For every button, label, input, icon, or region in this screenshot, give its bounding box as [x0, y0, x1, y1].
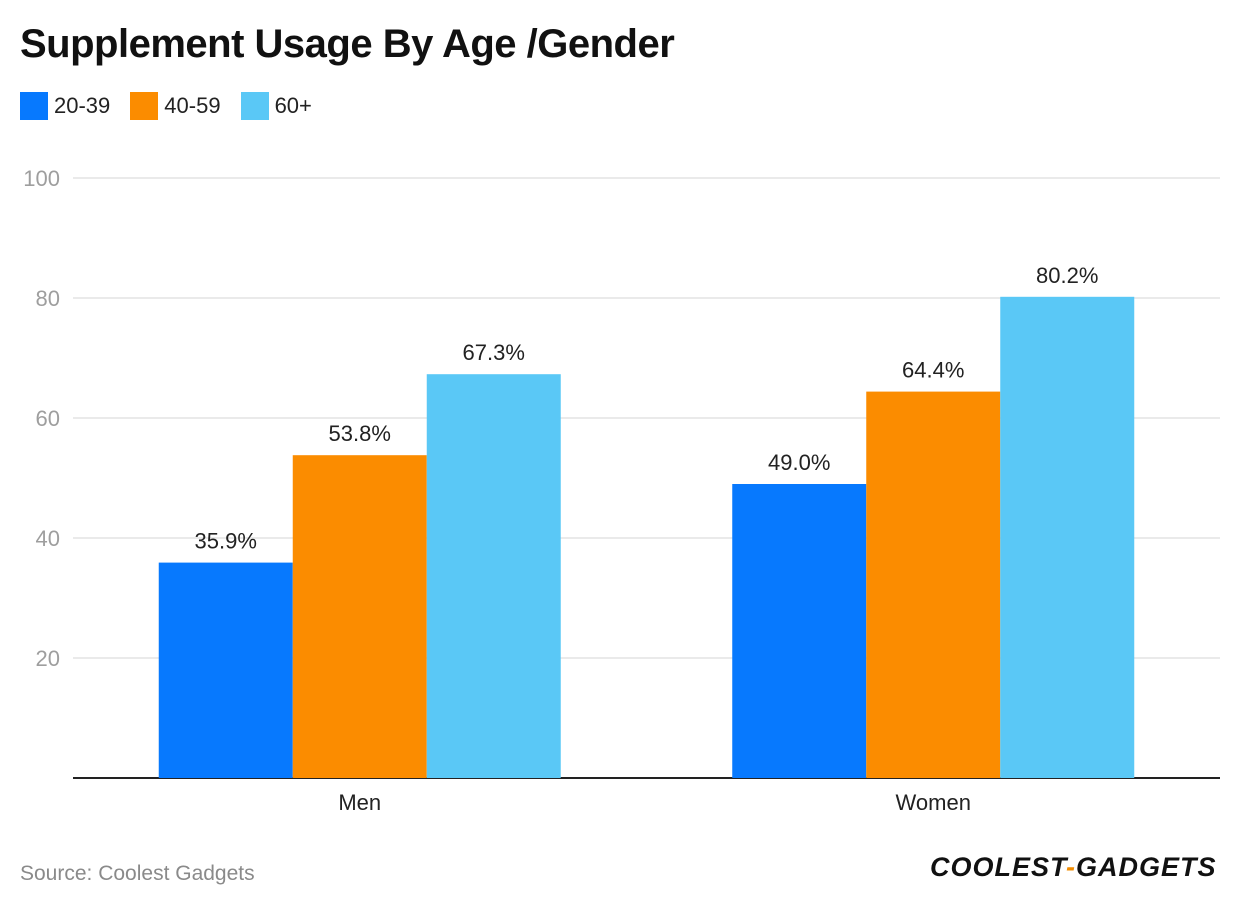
- bar-men-2: [426, 374, 561, 778]
- brand-logo: COOLEST-GADGETS: [930, 852, 1217, 883]
- brand-dash: -: [1066, 852, 1077, 882]
- legend-item-40-59: 40-59: [130, 92, 221, 120]
- y-tick-label: 20: [36, 646, 60, 671]
- bar-men-1: [292, 455, 427, 778]
- legend-item-60-plus: 60+: [240, 92, 312, 120]
- legend-label-20-39: 20-39: [54, 93, 111, 118]
- data-label: 53.8%: [329, 421, 391, 446]
- legend-swatch-40-59: [130, 92, 159, 120]
- data-label: 80.2%: [1036, 263, 1098, 288]
- y-tick-label: 40: [36, 526, 60, 551]
- data-label: 64.4%: [902, 358, 964, 383]
- x-tick-label: Women: [896, 790, 971, 815]
- x-tick-label: Men: [338, 790, 381, 815]
- y-tick-label: 60: [36, 406, 60, 431]
- brand-left: COOLEST: [930, 852, 1067, 882]
- legend-item-20-39: 20-39: [20, 92, 110, 120]
- legend-swatch-20-39: [20, 92, 48, 120]
- data-label: 49.0%: [768, 450, 830, 475]
- bar-women-0: [732, 484, 867, 778]
- chart-title: Supplement Usage By Age /Gender: [20, 22, 675, 66]
- bar-men-0: [158, 562, 293, 778]
- bar-women-2: [1000, 296, 1135, 778]
- data-label: 35.9%: [195, 529, 257, 554]
- y-tick-label: 100: [23, 166, 60, 191]
- legend: 20-39 40-59 60+: [20, 92, 332, 120]
- legend-label-60-plus: 60+: [274, 93, 312, 118]
- data-label: 67.3%: [463, 340, 525, 365]
- bar-women-1: [866, 391, 1001, 778]
- legend-swatch-60-plus: [240, 92, 269, 120]
- legend-label-40-59: 40-59: [164, 93, 221, 118]
- source-note: Source: Coolest Gadgets: [20, 862, 255, 885]
- brand-right: GADGETS: [1076, 852, 1217, 882]
- y-tick-label: 80: [36, 286, 60, 311]
